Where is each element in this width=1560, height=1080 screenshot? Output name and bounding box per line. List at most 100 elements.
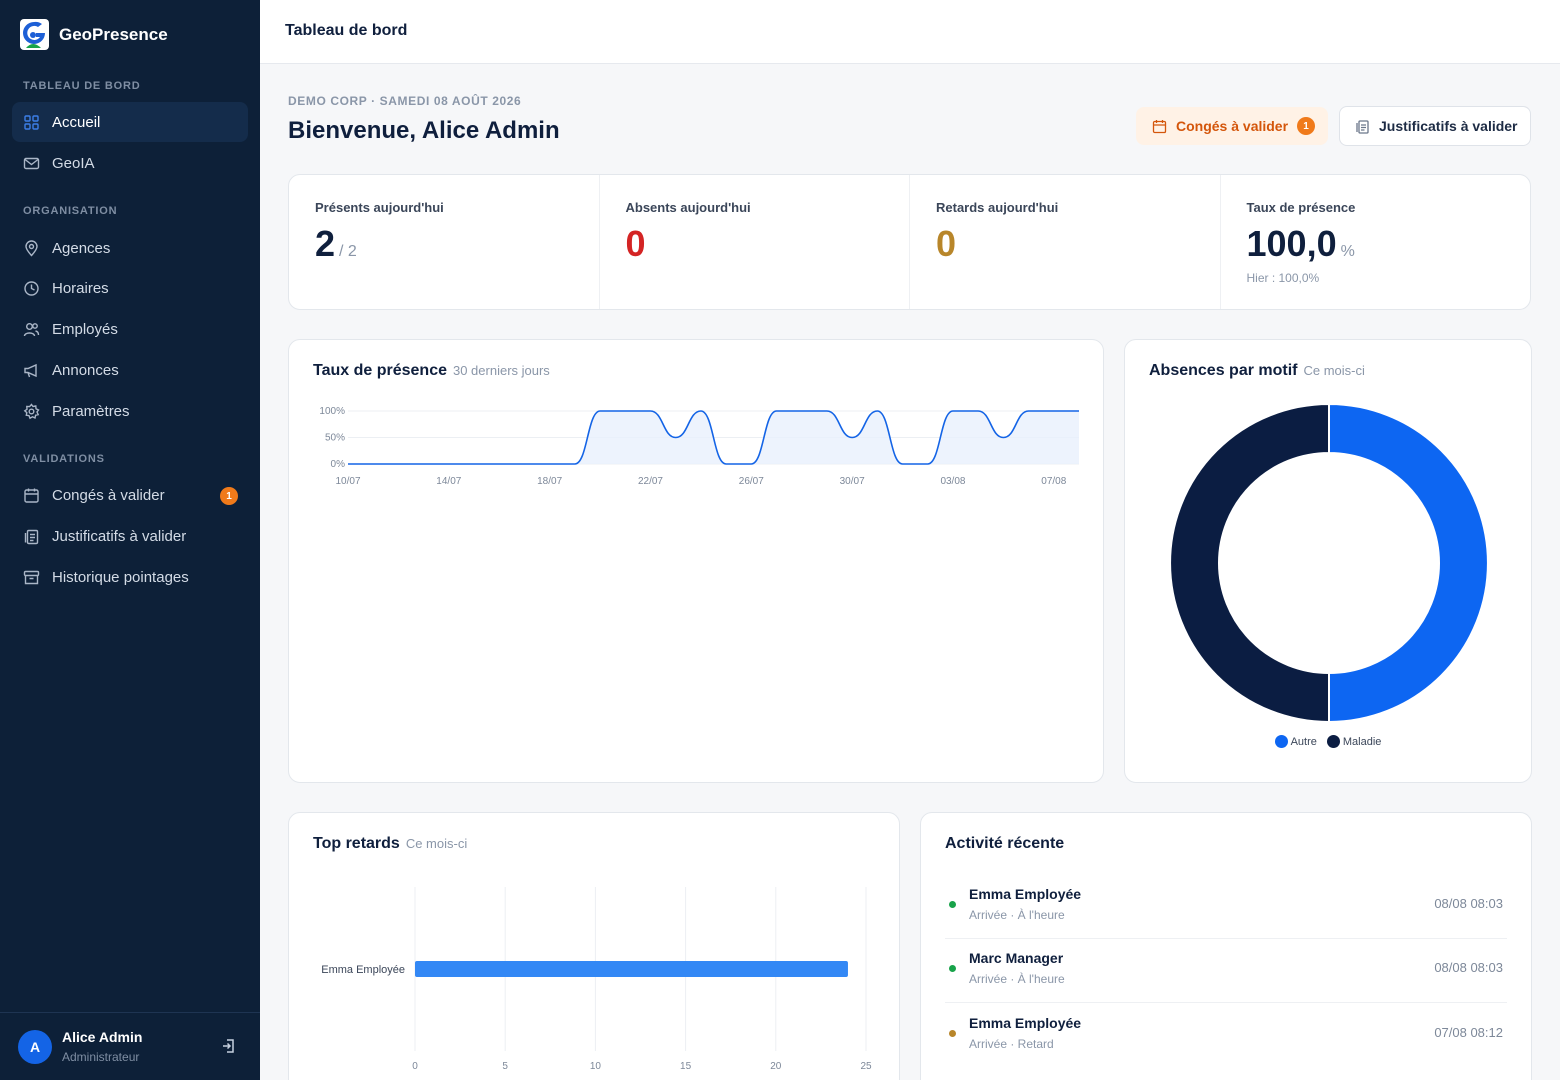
kpi-retards: Retards aujourd'hui 0 xyxy=(910,175,1221,309)
absences-chart-card: Absences par motif Ce mois-ci Autre Maladi… xyxy=(1124,339,1532,783)
map-pin-icon xyxy=(23,239,40,257)
sidebar-item-agences[interactable]: Agences xyxy=(12,228,248,268)
kpi-suffix: / 2 xyxy=(339,243,357,260)
presence-chart-card: Taux de présence 30 derniers jours 0% 50% 1… xyxy=(288,339,1104,783)
card-title: Taux de présence 30 derniers jours xyxy=(313,362,550,380)
sidebar-item-label: Historique pointages xyxy=(52,568,189,586)
kpi-label: Retards aujourd'hui xyxy=(936,200,1059,215)
justificatifs-button[interactable]: Justificatifs à valider xyxy=(1339,106,1531,146)
notification-badge: 1 xyxy=(220,487,238,505)
y-tick-label: 50% xyxy=(325,433,345,444)
y-tick-label: 100% xyxy=(319,406,345,417)
clipboard-icon xyxy=(23,528,40,545)
legend-swatch xyxy=(1274,735,1288,748)
megaphone-icon xyxy=(23,362,40,379)
card-title-text: Taux de présence xyxy=(313,362,447,379)
sidebar-item-accueil[interactable]: Accueil xyxy=(12,102,248,142)
activity-name: Emma Employée xyxy=(969,1015,1082,1031)
user-role: Administrateur xyxy=(62,1050,140,1064)
status-dot xyxy=(949,901,956,908)
activity-item[interactable]: Marc Manager Arrivée · À l'heure 08/08 0… xyxy=(945,939,1507,1003)
sidebar-item-label: Accueil xyxy=(52,113,101,131)
nav-section-title: ORGANISATION xyxy=(23,205,118,217)
brand[interactable]: GeoPresence xyxy=(20,19,168,50)
x-tick-label: 10 xyxy=(590,1061,602,1072)
notification-badge: 1 xyxy=(1297,117,1316,135)
x-tick-label: 30/07 xyxy=(840,476,865,487)
sidebar-item-geoia[interactable]: GeoIA xyxy=(12,143,248,183)
kpi-number: 100,0 xyxy=(1246,223,1337,264)
x-tick-label: 14/07 xyxy=(436,476,461,487)
page-title: Tableau de bord xyxy=(285,22,408,39)
sidebar-item-conges[interactable]: Congés à valider 1 xyxy=(12,475,248,515)
activity-detail: Arrivée · À l'heure xyxy=(969,908,1065,922)
status-dot xyxy=(949,965,956,972)
kpi-number: 0 xyxy=(625,223,646,264)
presence-line xyxy=(348,410,1079,465)
legend-item[interactable]: Autre xyxy=(1274,735,1317,748)
card-subtitle: Ce mois-ci xyxy=(1303,363,1365,378)
kpi-presents: Présents aujourd'hui 2/ 2 xyxy=(289,175,600,309)
card-title: Top retards Ce mois-ci xyxy=(313,835,467,853)
x-tick-label: 03/08 xyxy=(940,476,965,487)
card-title-text: Top retards xyxy=(313,835,400,852)
conges-button[interactable]: Congés à valider 1 xyxy=(1136,107,1328,145)
topbar: Tableau de bord xyxy=(260,0,1560,64)
donut-slice-autre xyxy=(1328,402,1489,724)
activity-time: 08/08 08:03 xyxy=(1434,896,1503,911)
user-name: Alice Admin xyxy=(62,1029,143,1045)
avatar[interactable]: A xyxy=(18,1030,52,1064)
grid-icon xyxy=(23,114,40,131)
sidebar-item-label: Horaires xyxy=(52,279,109,297)
activity-name: Marc Manager xyxy=(969,950,1064,966)
kpi-label: Absents aujourd'hui xyxy=(625,200,751,215)
kpi-absents: Absents aujourd'hui 0 xyxy=(600,175,910,309)
app-name: GeoPresence xyxy=(59,24,168,44)
card-title-text: Absences par motif xyxy=(1149,362,1298,379)
sidebar-item-parametres[interactable]: Paramètres xyxy=(12,391,248,431)
presence-line-chart: 0% 50% 100% 10/07 14/07 18/07 22/07 26/07 30/07 0… xyxy=(319,406,1079,487)
sidebar-item-annonces[interactable]: Annonces xyxy=(12,350,248,390)
absences-donut-chart xyxy=(1169,402,1489,724)
x-tick-label: 20 xyxy=(770,1061,782,1072)
kpi-label: Taux de présence xyxy=(1246,200,1356,215)
activity-item[interactable]: Emma Employée Arrivée · À l'heure 08/08 … xyxy=(945,875,1507,939)
calendar-icon xyxy=(23,487,40,504)
legend-label: Autre xyxy=(1290,735,1317,748)
sidebar-item-justificatifs[interactable]: Justificatifs à valider xyxy=(12,516,248,556)
conges-button-label: Congés à valider xyxy=(1176,118,1289,134)
sidebar-item-label: Agences xyxy=(52,239,111,257)
sidebar-item-horaires[interactable]: Horaires xyxy=(12,268,248,308)
sidebar-item-label: Justificatifs à valider xyxy=(52,527,187,545)
chart-legend: Autre Maladie xyxy=(1125,735,1531,748)
sidebar-item-label: Employés xyxy=(52,320,118,338)
kpi-suffix: % xyxy=(1340,243,1355,260)
geopresence-logo-icon xyxy=(20,19,49,50)
retards-chart-card: Top retards Ce mois-ci 0 5 10 15 20 25 Emma Emp… xyxy=(288,812,900,1080)
kpi-label: Présents aujourd'hui xyxy=(315,200,444,215)
activity-item[interactable]: Emma Employée Arrivée · Retard 07/08 08:… xyxy=(945,1004,1507,1068)
card-subtitle: Ce mois-ci xyxy=(405,836,468,851)
logout-icon[interactable] xyxy=(220,1037,238,1055)
y-tick-label: 0% xyxy=(331,459,346,470)
kpi-taux: Taux de présence 100,0% Hier : 100,0% xyxy=(1221,175,1531,309)
legend-swatch xyxy=(1326,735,1340,748)
sidebar-item-label: Congés à valider xyxy=(52,486,165,504)
legend-label: Maladie xyxy=(1342,735,1382,748)
sidebar-item-label: GeoIA xyxy=(52,154,95,172)
activity-name: Emma Employée xyxy=(969,886,1082,902)
kpi-value: 0 xyxy=(626,223,646,265)
legend-item[interactable]: Maladie xyxy=(1326,735,1382,748)
kpi-number: 2 xyxy=(315,223,336,264)
kpi-row: Présents aujourd'hui 2/ 2 Absents aujour… xyxy=(288,174,1531,310)
sidebar-item-historique[interactable]: Historique pointages xyxy=(12,557,248,597)
calendar-icon xyxy=(1152,119,1167,133)
kpi-sub: Hier : 100,0% xyxy=(1246,271,1320,285)
activity-time: 08/08 08:03 xyxy=(1434,960,1503,975)
sidebar-item-employes[interactable]: Employés xyxy=(12,309,248,349)
nav-section-title: TABLEAU DE BORD xyxy=(23,80,141,92)
user-panel: A Alice Admin Administrateur xyxy=(0,1012,260,1080)
x-tick-label: 22/07 xyxy=(638,476,663,487)
clipboard-icon xyxy=(1356,119,1369,134)
kpi-value: 0 xyxy=(936,223,956,265)
